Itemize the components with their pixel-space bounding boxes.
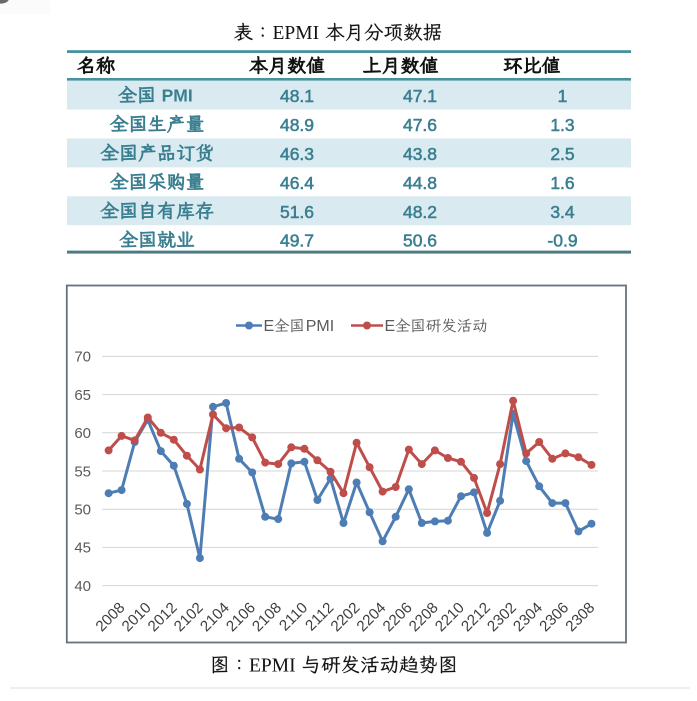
svg-text:48.1: 48.1 [280, 86, 314, 106]
svg-text:65: 65 [74, 387, 91, 404]
svg-text:47.1: 47.1 [403, 86, 437, 106]
svg-text:60: 60 [74, 425, 91, 442]
svg-text:-0.9: -0.9 [547, 231, 577, 251]
svg-text:46.4: 46.4 [280, 173, 314, 193]
svg-text:1: 1 [558, 86, 568, 106]
svg-text:43.8: 43.8 [403, 144, 437, 164]
svg-text:49.7: 49.7 [280, 231, 314, 251]
svg-text:50.6: 50.6 [403, 231, 437, 251]
svg-text:2.5: 2.5 [550, 144, 574, 164]
svg-text:40: 40 [74, 578, 91, 595]
svg-text:44.8: 44.8 [403, 173, 437, 193]
svg-text:51.6: 51.6 [280, 202, 314, 222]
svg-text:1.3: 1.3 [550, 115, 574, 135]
svg-text:55: 55 [74, 463, 91, 480]
svg-text:E: E [385, 318, 396, 335]
svg-text:EPMI: EPMI [273, 23, 320, 44]
svg-text:3.4: 3.4 [550, 202, 575, 222]
svg-text:1.6: 1.6 [550, 173, 574, 193]
svg-text:EPMI: EPMI [249, 656, 296, 677]
svg-text:PMI: PMI [306, 318, 334, 335]
svg-text:48.9: 48.9 [280, 115, 314, 135]
svg-text:47.6: 47.6 [403, 115, 437, 135]
svg-text:45: 45 [74, 540, 91, 557]
svg-text:E: E [264, 318, 275, 335]
svg-text:48.2: 48.2 [403, 202, 437, 222]
svg-text:PMI: PMI [162, 86, 193, 106]
svg-text:46.3: 46.3 [280, 144, 314, 164]
svg-text:70: 70 [74, 349, 91, 366]
svg-text:50: 50 [74, 502, 91, 519]
